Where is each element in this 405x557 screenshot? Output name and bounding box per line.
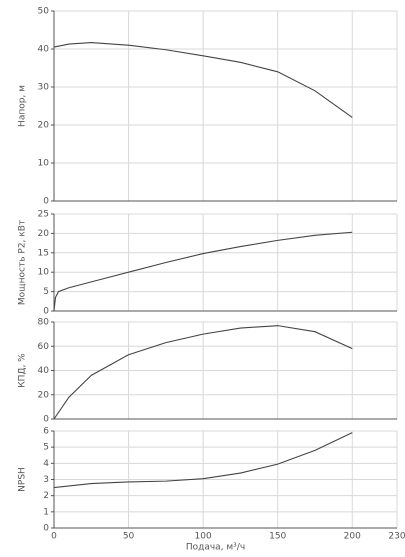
x-tick-label: 150 [269, 532, 286, 542]
y-tick-label: 6 [43, 427, 49, 437]
y-tick-label: 0 [43, 524, 49, 534]
y-axis-label: NPSH [18, 467, 28, 492]
curve [53, 325, 353, 420]
y-tick-label: 0 [43, 197, 49, 207]
y-tick-label: 10 [38, 268, 50, 278]
y-tick-label: 3 [43, 475, 49, 485]
x-tick-label: 200 [344, 532, 361, 542]
y-tick-label: 20 [38, 121, 50, 131]
y-axis-label: КПД, % [18, 353, 28, 388]
y-tick-label: 25 [38, 210, 49, 220]
y-tick-label: 20 [38, 229, 50, 239]
y-tick-label: 10 [38, 159, 50, 169]
x-tick-label: 230 [388, 532, 405, 542]
x-tick-label: 0 [51, 532, 57, 542]
y-tick-label: 5 [43, 287, 49, 297]
y-tick-label: 1 [43, 507, 49, 517]
y-tick-label: 30 [38, 83, 50, 93]
y-tick-label: 40 [38, 366, 50, 376]
y-axis-label: Напор, м [18, 85, 28, 127]
curve [53, 231, 353, 312]
y-tick-label: 0 [43, 415, 49, 425]
y-tick-label: 2 [43, 491, 49, 501]
y-tick-label: 4 [43, 459, 49, 469]
y-tick-label: 15 [38, 248, 49, 258]
y-tick-label: 80 [38, 318, 50, 328]
y-tick-label: 5 [43, 443, 49, 453]
x-tick-label: 100 [195, 532, 212, 542]
x-axis-label: Подача, м³/ч [186, 543, 245, 553]
y-tick-label: 0 [43, 307, 49, 317]
y-tick-label: 40 [38, 45, 50, 55]
curve [53, 432, 353, 489]
y-axis-label: Мощность Р2, кВт [18, 220, 28, 305]
y-tick-label: 50 [38, 7, 50, 17]
curve [53, 41, 353, 118]
y-tick-label: 20 [38, 390, 50, 400]
y-tick-label: 60 [38, 342, 50, 352]
x-tick-label: 50 [123, 532, 135, 542]
